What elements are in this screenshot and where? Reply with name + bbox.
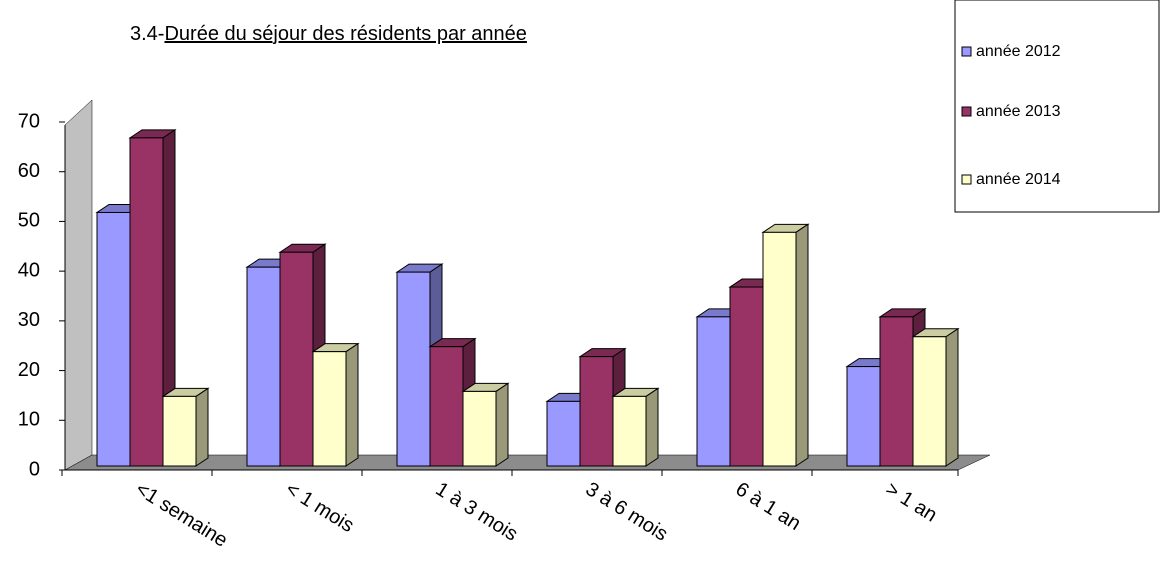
y-tick-label: 0 (29, 458, 40, 480)
y-tick-label: 30 (18, 309, 40, 331)
title-text: Durée du séjour des résidents par année (164, 23, 526, 45)
bar (396, 271, 431, 467)
x-tick-label: < 1 mois (282, 478, 358, 537)
back-wall (64, 99, 93, 471)
x-tick-label: > 1 an (882, 478, 941, 526)
bar (312, 351, 347, 467)
bar-side (645, 387, 659, 467)
x-tick-label: 6 à 1 an (732, 478, 805, 535)
y-tick-label: 20 (18, 359, 40, 381)
y-tick-label: 70 (18, 110, 40, 132)
bar (846, 366, 881, 467)
x-tick-label: <1 semaine (132, 478, 232, 552)
y-tick-label: 40 (18, 259, 40, 281)
bar (546, 400, 581, 467)
legend-swatch (961, 174, 972, 185)
bar-side (795, 223, 809, 467)
x-tick-label: 3 à 6 mois (582, 478, 672, 546)
legend-swatch (961, 46, 972, 57)
bar (246, 266, 281, 467)
legend-label: année 2012 (976, 43, 1061, 60)
bar (729, 286, 764, 467)
bar (612, 395, 647, 467)
bar (129, 137, 164, 467)
bar-side (945, 327, 959, 467)
y-tick-label: 50 (18, 210, 40, 232)
bar (462, 390, 497, 467)
legend-swatch (961, 106, 972, 117)
y-tick-label: 60 (18, 160, 40, 182)
legend-label: année 2014 (976, 171, 1061, 188)
y-tick-label: 10 (18, 409, 40, 431)
bar (279, 251, 314, 467)
legend-box (954, 0, 1160, 213)
bar (579, 356, 614, 467)
bar (162, 395, 197, 467)
bar-side (495, 382, 509, 467)
chart-title: 3.4-Durée du séjour des résidents par an… (130, 23, 527, 45)
legend-label: année 2013 (976, 103, 1061, 120)
bar-side (345, 342, 359, 467)
bar (96, 211, 131, 467)
bar (696, 316, 731, 467)
bar (879, 316, 914, 467)
bar (912, 336, 947, 467)
title-number: 3.4- (130, 23, 164, 45)
x-tick-label: 1 à 3 mois (432, 478, 522, 546)
bar (762, 231, 797, 467)
bar (429, 346, 464, 467)
bar-side (195, 387, 209, 467)
